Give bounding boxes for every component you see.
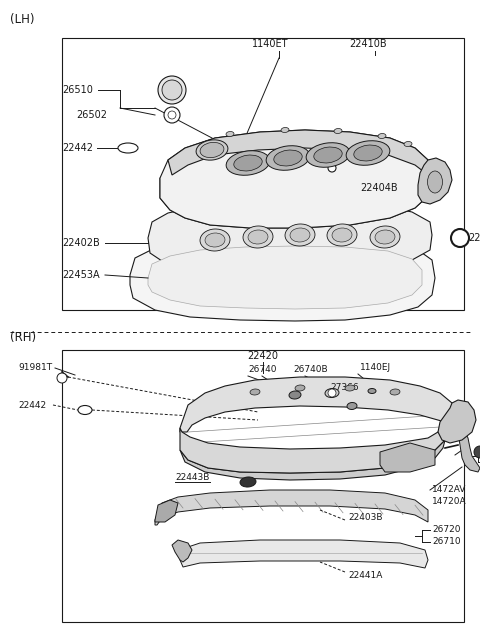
Text: 26710: 26710	[432, 537, 461, 546]
Ellipse shape	[370, 226, 400, 248]
Polygon shape	[180, 422, 445, 473]
Ellipse shape	[368, 388, 376, 394]
Circle shape	[168, 111, 176, 119]
Text: 22441A: 22441A	[348, 571, 383, 580]
Ellipse shape	[345, 385, 355, 391]
Ellipse shape	[314, 147, 342, 163]
Circle shape	[57, 373, 67, 383]
Polygon shape	[155, 500, 178, 522]
Ellipse shape	[200, 229, 230, 251]
Ellipse shape	[234, 155, 262, 171]
Ellipse shape	[290, 228, 310, 242]
Ellipse shape	[196, 140, 228, 160]
Ellipse shape	[274, 150, 302, 166]
Ellipse shape	[78, 406, 92, 415]
Text: 91981T: 91981T	[18, 363, 52, 372]
Polygon shape	[380, 443, 435, 472]
Ellipse shape	[243, 226, 273, 248]
Ellipse shape	[240, 477, 256, 487]
Ellipse shape	[347, 403, 357, 410]
Polygon shape	[438, 400, 476, 443]
Text: 22442: 22442	[62, 143, 93, 153]
Ellipse shape	[306, 143, 350, 168]
Polygon shape	[160, 162, 430, 228]
Ellipse shape	[226, 151, 270, 175]
Polygon shape	[148, 246, 422, 309]
Ellipse shape	[346, 141, 390, 165]
Ellipse shape	[334, 128, 342, 134]
Polygon shape	[160, 130, 430, 228]
Text: 1140ET: 1140ET	[252, 39, 288, 49]
Text: 26720: 26720	[432, 526, 460, 535]
Text: 22442: 22442	[18, 401, 46, 410]
Text: 22443B: 22443B	[175, 474, 209, 483]
Ellipse shape	[325, 388, 339, 397]
Text: 22410B: 22410B	[349, 39, 387, 49]
Circle shape	[164, 107, 180, 123]
Ellipse shape	[200, 143, 224, 158]
Ellipse shape	[354, 145, 382, 161]
Polygon shape	[180, 377, 455, 432]
Text: (LH): (LH)	[10, 13, 35, 26]
Text: 27366: 27366	[330, 383, 359, 392]
Ellipse shape	[248, 230, 268, 244]
Text: 22420: 22420	[248, 351, 278, 361]
Text: 26502: 26502	[76, 110, 107, 120]
Text: (RH): (RH)	[10, 331, 36, 345]
Circle shape	[328, 389, 336, 397]
Ellipse shape	[327, 224, 357, 246]
Circle shape	[474, 446, 480, 458]
Ellipse shape	[375, 230, 395, 244]
Polygon shape	[168, 130, 428, 175]
Ellipse shape	[428, 171, 443, 193]
Ellipse shape	[205, 233, 225, 247]
Circle shape	[328, 164, 336, 172]
Polygon shape	[130, 237, 435, 321]
Text: 22402B: 22402B	[62, 238, 100, 248]
Polygon shape	[458, 430, 480, 472]
Text: 26510: 26510	[62, 85, 93, 95]
Text: 26740B: 26740B	[293, 365, 328, 374]
Ellipse shape	[332, 228, 352, 242]
Ellipse shape	[390, 389, 400, 395]
Text: 14720A: 14720A	[432, 498, 467, 507]
Polygon shape	[180, 540, 428, 568]
Text: 22403B: 22403B	[348, 514, 383, 523]
Ellipse shape	[378, 134, 386, 139]
Circle shape	[451, 229, 469, 247]
Bar	[62, 350, 464, 622]
Ellipse shape	[281, 128, 289, 132]
Text: 22443B: 22443B	[468, 233, 480, 243]
Ellipse shape	[285, 224, 315, 246]
Text: 22404B: 22404B	[360, 183, 397, 193]
Ellipse shape	[289, 391, 301, 399]
Bar	[62, 38, 464, 310]
Ellipse shape	[250, 389, 260, 395]
Ellipse shape	[266, 146, 310, 170]
Circle shape	[162, 80, 182, 100]
Polygon shape	[148, 201, 432, 273]
Polygon shape	[418, 158, 452, 204]
Text: 1140EJ: 1140EJ	[360, 363, 391, 372]
Ellipse shape	[404, 141, 412, 146]
Circle shape	[158, 76, 186, 104]
Polygon shape	[172, 540, 192, 562]
Ellipse shape	[295, 385, 305, 391]
Text: 26740: 26740	[248, 365, 276, 374]
Ellipse shape	[226, 132, 234, 137]
Ellipse shape	[118, 143, 138, 153]
Text: 1472AV: 1472AV	[432, 485, 467, 494]
Polygon shape	[155, 490, 428, 525]
Polygon shape	[180, 440, 445, 480]
Text: 22453A: 22453A	[62, 270, 100, 280]
